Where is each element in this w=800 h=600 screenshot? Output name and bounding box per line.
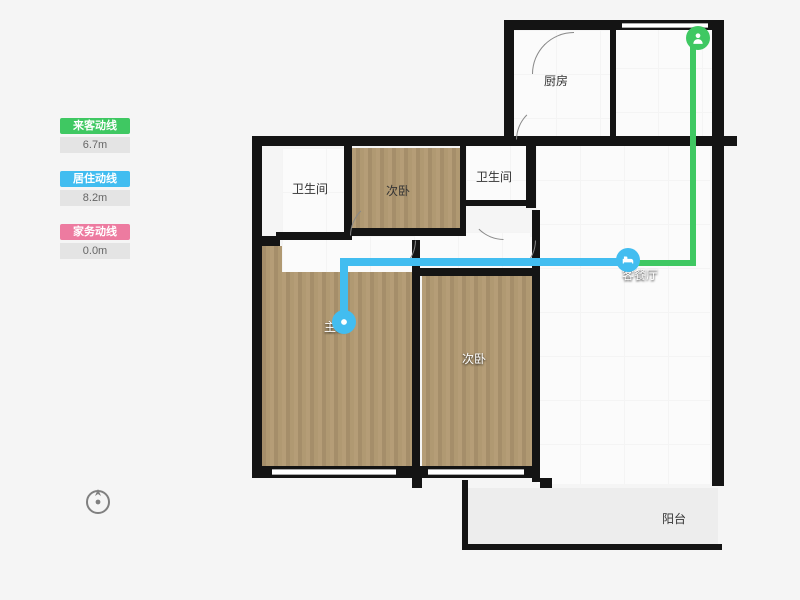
path-blue-0 [340,258,630,266]
wall-0 [252,136,737,146]
wall-13 [460,140,466,228]
label-balcony: 阳台 [662,510,686,527]
door-0 [350,200,386,236]
label-bed2a: 次卧 [386,182,410,199]
person-icon [686,26,710,50]
label-bath2: 卫生间 [476,168,512,185]
wall-9 [462,544,722,550]
wall-21 [540,478,552,488]
room-bed2b [422,276,538,466]
door-1 [468,204,504,240]
floorplan: 厨房卫生间卫生间次卧客餐厅主卧次卧阳台 [232,10,752,580]
legend-chores-value: 0.0m [60,243,130,259]
stage: 来客动线 6.7m 居住动线 8.2m 家务动线 0.0m 厨房卫生间卫生间次卧… [0,0,800,600]
legend-living-value: 8.2m [60,190,130,206]
window-1 [428,469,524,475]
legend-panel: 来客动线 6.7m 居住动线 8.2m 家务动线 0.0m [60,118,150,277]
legend-guest-value: 6.7m [60,137,130,153]
wall-3 [610,24,616,136]
legend-chores: 家务动线 0.0m [60,224,150,259]
legend-chores-label: 家务动线 [60,224,130,240]
room-living_room [536,136,710,484]
legend-guest: 来客动线 6.7m [60,118,150,153]
room-master [258,246,412,466]
wall-5 [252,136,262,472]
wall-2 [504,20,514,146]
blue-end-icon [332,310,356,334]
wall-11 [276,232,352,240]
window-0 [272,469,396,475]
wall-19 [252,236,280,246]
wall-8 [462,480,468,548]
legend-living-label: 居住动线 [60,171,130,187]
compass-icon [82,486,114,518]
door-4 [516,104,552,140]
label-kitchen: 厨房 [544,72,568,89]
wall-4 [712,20,724,486]
path-green-0 [690,34,696,266]
bed-icon [616,248,640,272]
label-bed2b: 次卧 [462,350,486,367]
legend-living: 居住动线 8.2m [60,171,150,206]
legend-guest-label: 来客动线 [60,118,130,134]
wall-14 [526,140,536,208]
label-bath1: 卫生间 [292,180,328,197]
